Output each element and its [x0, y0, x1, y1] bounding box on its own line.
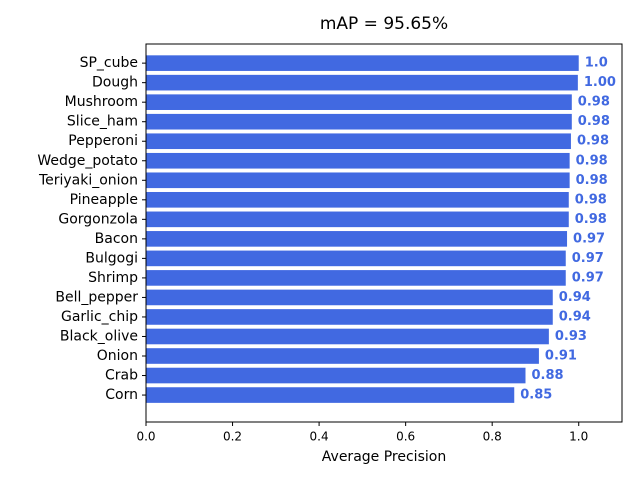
value-label: 0.98 [576, 153, 608, 168]
value-label: 0.98 [576, 173, 608, 188]
value-label: 0.85 [520, 388, 552, 403]
value-label: 1.0 [585, 56, 608, 71]
y-tick-label: Dough [92, 75, 138, 91]
value-label: 0.98 [575, 212, 607, 227]
bar [146, 289, 553, 306]
y-tick-label: Shrimp [88, 270, 138, 286]
value-label: 0.98 [575, 192, 607, 207]
x-tick-label: 1.0 [569, 430, 588, 444]
y-tick-label: Garlic_chip [61, 309, 138, 325]
value-label: 0.94 [559, 290, 591, 305]
y-tick-label: Bacon [95, 231, 138, 247]
bar [146, 113, 572, 130]
bar [146, 348, 539, 364]
bar [146, 309, 553, 325]
y-tick-label: Teriyaki_onion [38, 172, 138, 188]
x-axis-label: Average Precision [322, 449, 446, 465]
y-tick-label: Wedge_potato [37, 153, 138, 169]
x-tick-label: 0.2 [223, 430, 242, 444]
value-label: 0.97 [572, 251, 604, 266]
y-tick-label: Pepperoni [68, 133, 138, 149]
bar [146, 270, 566, 286]
bar [146, 250, 566, 267]
y-tick-label: Black_olive [60, 328, 138, 344]
bar [146, 94, 572, 110]
bar [146, 74, 578, 91]
value-label: 0.98 [577, 134, 609, 149]
bar [146, 328, 549, 345]
bar [146, 231, 568, 247]
value-label: 0.97 [572, 270, 604, 285]
plot-frame [145, 43, 623, 423]
value-label: 0.94 [559, 309, 591, 324]
y-tick-label: Bell_pepper [55, 289, 138, 305]
y-tick-label: Bulgogi [85, 250, 138, 266]
x-tick-label: 0.0 [136, 430, 155, 444]
value-label: 0.98 [578, 114, 610, 129]
bar [146, 152, 570, 169]
y-tick-label: SP_cube [80, 55, 138, 71]
bar [146, 191, 569, 208]
x-tick-label: 0.8 [483, 430, 502, 444]
y-tick-label: Mushroom [65, 94, 138, 110]
bar [146, 367, 526, 384]
value-label: 0.93 [555, 329, 587, 344]
value-label: 1.00 [584, 75, 616, 90]
value-label: 0.97 [573, 231, 605, 246]
x-tick-label: 0.6 [396, 430, 415, 444]
value-label: 0.91 [545, 349, 577, 364]
y-tick-label: Slice_ham [67, 114, 138, 130]
bar [146, 55, 579, 71]
x-tick-label: 0.4 [310, 430, 329, 444]
y-tick-label: Gorgonzola [58, 211, 138, 227]
bar [146, 211, 569, 228]
value-label: 0.98 [578, 95, 610, 110]
y-tick-label: Corn [105, 387, 138, 403]
value-label: 0.88 [532, 368, 564, 383]
y-tick-label: Onion [97, 348, 138, 364]
bar [146, 172, 570, 189]
chart-title: mAP = 95.65% [320, 14, 448, 34]
bar [146, 133, 571, 150]
y-tick-label: Crab [105, 368, 138, 384]
bar [146, 387, 515, 403]
y-tick-label: Pineapple [70, 192, 138, 208]
